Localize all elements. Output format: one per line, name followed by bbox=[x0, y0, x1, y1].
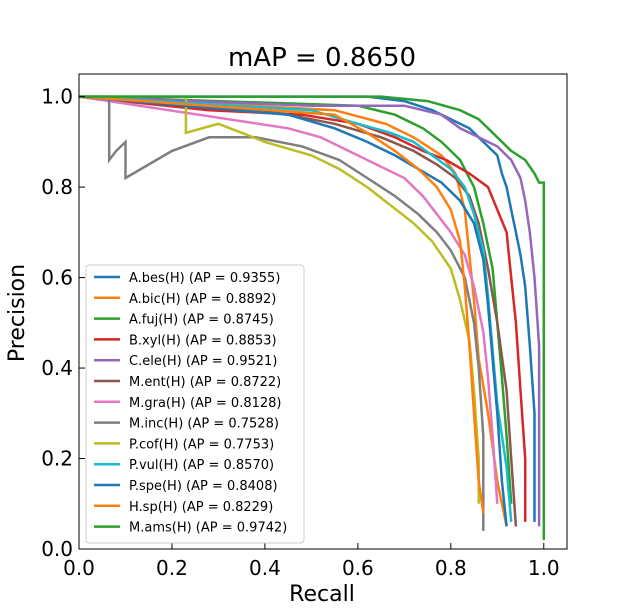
legend: A.bes(H) (AP = 0.9355) A.bic(H) (AP = 0.8… bbox=[85, 264, 305, 544]
y-tick-label-1: 0.2 bbox=[41, 447, 73, 471]
x-tick-label-2: 0.4 bbox=[249, 556, 281, 580]
series-line-2 bbox=[78, 95, 513, 504]
series-line-7 bbox=[79, 95, 485, 531]
series-line-0 bbox=[79, 95, 536, 522]
legend-label-10: P.spe(H) (AP = 0.8408) bbox=[129, 479, 278, 494]
series-line-11 bbox=[78, 95, 485, 513]
legend-label-2: A.fuj(H) (AP = 0.8745) bbox=[129, 313, 274, 328]
chart-title: mAP = 0.8650 bbox=[228, 43, 416, 73]
y-tick-label-5: 1.0 bbox=[41, 85, 73, 109]
legend-label-7: M.inc(H) (AP = 0.7528) bbox=[129, 417, 279, 432]
legend-label-9: P.vul(H) (AP = 0.8570) bbox=[129, 458, 274, 473]
series-line-4 bbox=[78, 95, 541, 527]
x-tick-label-0: 0.0 bbox=[63, 556, 95, 580]
legend-label-8: P.cof(H) (AP = 0.7753) bbox=[129, 437, 274, 452]
legend-label-6: M.gra(H) (AP = 0.8128) bbox=[129, 396, 281, 411]
y-tick-label-0: 0.0 bbox=[41, 537, 73, 561]
y-tick-label-4: 0.8 bbox=[41, 175, 73, 199]
legend-label-3: B.xyl(H) (AP = 0.8853) bbox=[129, 333, 277, 348]
x-axis-label: Recall bbox=[289, 582, 355, 607]
series-line-5 bbox=[78, 95, 518, 527]
legend-label-1: A.bic(H) (AP = 0.8892) bbox=[129, 292, 276, 307]
series-line-6 bbox=[78, 95, 499, 504]
x-tick-label-5: 1.0 bbox=[528, 556, 560, 580]
x-tick-label-3: 0.6 bbox=[342, 556, 374, 580]
series-line-3 bbox=[78, 95, 527, 522]
legend-label-11: H.sp(H) (AP = 0.8229) bbox=[129, 500, 273, 515]
series-line-10 bbox=[78, 95, 508, 527]
series-layer bbox=[78, 95, 546, 540]
legend-label-4: C.ele(H) (AP = 0.9521) bbox=[129, 354, 277, 369]
ticks-layer: 0.0 0.2 0.4 0.6 0.8 1.0 0.0 0.2 0.4 0.6 0.8 1.0 bbox=[41, 85, 559, 580]
x-tick-label-4: 0.8 bbox=[435, 556, 467, 580]
series-line-12 bbox=[79, 95, 546, 540]
plot-frame bbox=[78, 73, 568, 550]
legend-box bbox=[85, 264, 305, 544]
legend-label-0: A.bes(H) (AP = 0.9355) bbox=[129, 271, 280, 286]
legend-label-12: M.ams(H) (AP = 0.9742) bbox=[129, 521, 287, 536]
y-tick-label-2: 0.4 bbox=[41, 356, 73, 380]
x-tick-label-1: 0.2 bbox=[156, 556, 188, 580]
y-tick-label-3: 0.6 bbox=[41, 266, 73, 290]
legend-label-5: M.ent(H) (AP = 0.8722) bbox=[129, 375, 281, 390]
y-axis-label: Precision bbox=[5, 264, 30, 362]
